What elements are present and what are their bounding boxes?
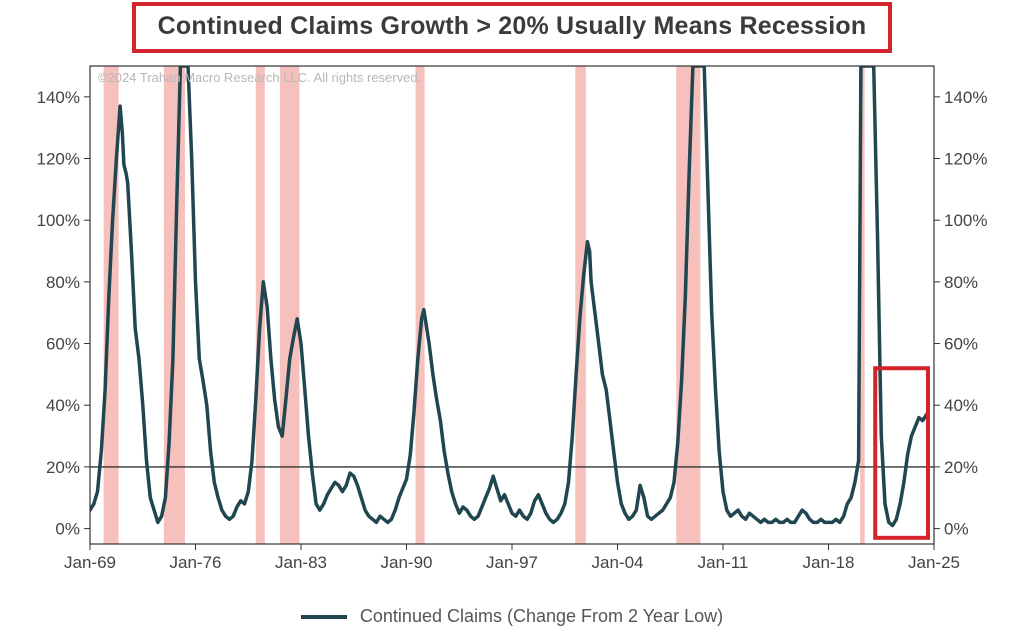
y-tick-label-right: 40% xyxy=(944,396,978,415)
x-tick-label: Jan-25 xyxy=(908,553,960,572)
y-tick-label-right: 0% xyxy=(944,520,969,539)
y-tick-label-left: 80% xyxy=(46,273,80,292)
x-tick-label: Jan-97 xyxy=(486,553,538,572)
x-tick-label: Jan-90 xyxy=(381,553,433,572)
plot-border xyxy=(90,66,934,544)
x-tick-label: Jan-69 xyxy=(64,553,116,572)
y-tick-label-left: 0% xyxy=(55,520,80,539)
recession-band xyxy=(280,66,300,544)
y-tick-label-left: 120% xyxy=(37,150,80,169)
x-tick-label: Jan-83 xyxy=(275,553,327,572)
x-tick-label: Jan-76 xyxy=(170,553,222,572)
x-tick-label: Jan-18 xyxy=(803,553,855,572)
recession-band xyxy=(416,66,425,544)
y-tick-label-right: 120% xyxy=(944,150,987,169)
legend-swatch xyxy=(301,615,347,619)
y-tick-label-right: 80% xyxy=(944,273,978,292)
y-tick-label-left: 100% xyxy=(37,211,80,230)
recession-band xyxy=(676,66,700,544)
y-tick-label-right: 20% xyxy=(944,458,978,477)
x-tick-label: Jan-04 xyxy=(592,553,644,572)
legend-label: Continued Claims (Change From 2 Year Low… xyxy=(360,606,723,626)
chart-title: Continued Claims Growth > 20% Usually Me… xyxy=(132,2,893,53)
y-tick-label-right: 100% xyxy=(944,211,987,230)
y-tick-label-left: 60% xyxy=(46,335,80,354)
claims-chart: 0% 0% 20% 20% 40% 40% 60% 60% 80% 80% 100% 100% 120%… xyxy=(20,50,1004,610)
y-tick-label-left: 140% xyxy=(37,88,80,107)
claims-line xyxy=(90,66,927,526)
y-tick-label-right: 140% xyxy=(944,88,987,107)
x-tick-label: Jan-11 xyxy=(698,553,749,572)
copyright-text: ©2024 Trahan Macro Research LLC. All rig… xyxy=(98,70,421,85)
y-tick-label-left: 40% xyxy=(46,396,80,415)
y-tick-label-left: 20% xyxy=(46,458,80,477)
y-tick-label-right: 60% xyxy=(944,335,978,354)
legend: Continued Claims (Change From 2 Year Low… xyxy=(0,606,1024,627)
